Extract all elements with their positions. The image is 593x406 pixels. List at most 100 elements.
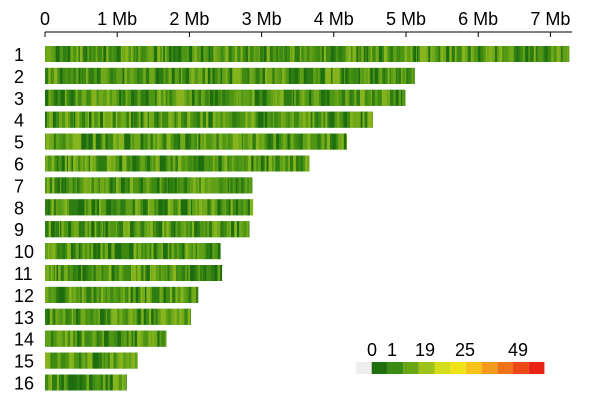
chromosome-bar-stripe	[128, 155, 130, 172]
chromosome-bar-stripe	[116, 243, 120, 260]
chromosome-bar-stripe	[145, 67, 150, 84]
chromosome-bar-stripe	[428, 46, 431, 62]
chromosome-label: 10	[14, 242, 34, 262]
chromosome-bar-stripe	[225, 89, 228, 106]
chromosome-bar-stripe	[119, 221, 122, 238]
chromosome-bar-stripe	[130, 67, 133, 84]
chromosome-bar-stripe	[395, 89, 399, 106]
chromosome-bar-stripe	[93, 89, 97, 106]
chromosome-bar-stripe	[140, 265, 143, 281]
chromosome-bar-stripe	[220, 67, 223, 84]
chromosome-bar-stripe	[266, 89, 268, 106]
chromosome-bar-stripe	[155, 308, 158, 325]
chromosome-bar-stripe	[177, 286, 180, 303]
chromosome-bar-stripe	[489, 46, 493, 62]
chromosome-bar-stripe	[483, 46, 486, 62]
chromosome-bar-stripe	[166, 221, 169, 238]
chromosome-bar-stripe	[123, 374, 127, 391]
chromosome-bar-stripe	[165, 155, 168, 172]
chromosome-bar-stripe	[291, 46, 293, 62]
chromosome-bar-stripe	[97, 46, 101, 62]
chromosome-bar-stripe	[115, 199, 118, 216]
chromosome-bar-stripe	[107, 330, 109, 347]
chromosome-bar-stripe	[216, 199, 219, 216]
chromosome-bar-stripe	[221, 89, 223, 106]
chromosome-bar-stripe	[55, 265, 57, 281]
chromosome-bar-stripe	[267, 67, 272, 84]
chromosome-bar-stripe	[238, 155, 241, 172]
chromosome-bar-stripe	[64, 46, 67, 62]
chromosome-bar-stripe	[529, 46, 533, 62]
chromosome-bar-stripe	[59, 352, 62, 369]
chromosome-bar-stripe	[127, 308, 131, 325]
chromosome-bar-stripe	[186, 67, 190, 84]
chromosome-bar-stripe	[274, 155, 277, 172]
chromosome-bar-stripe	[528, 46, 530, 62]
chromosome-bar-stripe	[163, 221, 166, 238]
chromosome-bar-stripe	[199, 177, 202, 194]
chromosome-bar-stripe	[125, 286, 129, 303]
chromosome-bar-stripe	[98, 67, 101, 84]
chromosome-bar-stripe	[119, 308, 123, 325]
chromosome-bar-stripe	[237, 177, 240, 194]
chromosome-bar-stripe	[167, 67, 169, 84]
chromosome-bar-stripe	[201, 177, 205, 194]
chromosome-bar-stripe	[60, 374, 62, 391]
chromosome-bar-stripe	[358, 46, 360, 62]
chromosome-bar-stripe	[58, 286, 62, 303]
chromosome-bar-stripe	[96, 243, 98, 260]
chromosome-bar-stripe	[364, 111, 368, 128]
chromosome-bar-stripe	[363, 46, 366, 62]
chromosome-bar-stripe	[178, 199, 181, 216]
chromosome-bar-stripe	[402, 46, 405, 62]
chromosome-bar-stripe	[167, 286, 171, 303]
chromosome-bar-stripe	[153, 308, 157, 325]
chromosome-bar-stripe	[262, 89, 264, 106]
chromosome-bar-stripe	[150, 330, 153, 347]
chromosome-bar-stripe	[324, 133, 328, 150]
chromosome-bar-stripe	[131, 352, 133, 369]
chromosome-bar-stripe	[162, 199, 165, 216]
chromosome-bar-stripe	[72, 67, 74, 84]
chromosome-bar-stripe	[240, 111, 244, 128]
chromosome-bar-stripe	[404, 67, 407, 84]
chromosome-bar-stripe	[45, 221, 48, 238]
chromosome-bar-stripe	[141, 243, 144, 260]
chromosome-bar-stripe	[291, 111, 295, 128]
chromosome-bar-stripe	[141, 265, 144, 281]
chromosome-bar-stripe	[207, 67, 210, 84]
chromosome-bar-stripe	[134, 67, 138, 84]
chromosome-bar-stripe	[185, 67, 187, 84]
chromosome-bar-stripe	[136, 308, 138, 325]
chromosome-bar-stripe	[300, 89, 304, 106]
chromosome-bar-stripe	[252, 89, 255, 106]
chromosome-bar-stripe	[472, 46, 475, 62]
chromosome-bar-stripe	[124, 67, 126, 84]
chromosome-bar-stripe	[168, 46, 172, 62]
chromosome-bar-stripe	[148, 46, 153, 62]
chromosome-bar-stripe	[344, 67, 346, 84]
chromosome-bar-stripe	[123, 265, 127, 281]
chromosome-bar-stripe	[173, 89, 177, 106]
chromosome-bar-stripe	[279, 67, 283, 84]
chromosome-bar-stripe	[217, 89, 222, 106]
chromosome-bar-stripe	[171, 308, 175, 325]
chromosome-bar-stripe	[249, 67, 253, 84]
chromosome-bar-stripe	[175, 286, 178, 303]
chromosome-bar-stripe	[111, 352, 114, 369]
chromosome-bar-stripe	[202, 133, 204, 150]
chromosome-bar-stripe	[370, 67, 374, 84]
chromosome-bar-stripe	[199, 199, 203, 216]
chromosome-bar-stripe	[406, 46, 410, 62]
chromosome-bar-stripe	[184, 199, 188, 216]
chromosome-bar-stripe	[158, 133, 162, 150]
chromosome-bar-stripe	[270, 67, 273, 84]
chromosome-bar-stripe	[154, 177, 157, 194]
chromosome-row: 3	[14, 89, 406, 109]
chromosome-bar-stripe	[186, 177, 191, 194]
chromosome-bar-stripe	[94, 330, 97, 347]
chromosome-bar-stripe	[130, 133, 133, 150]
chromosome-bar-stripe	[189, 265, 193, 281]
chromosome-bar-stripe	[209, 243, 213, 260]
chromosome-bar-stripe	[116, 177, 119, 194]
